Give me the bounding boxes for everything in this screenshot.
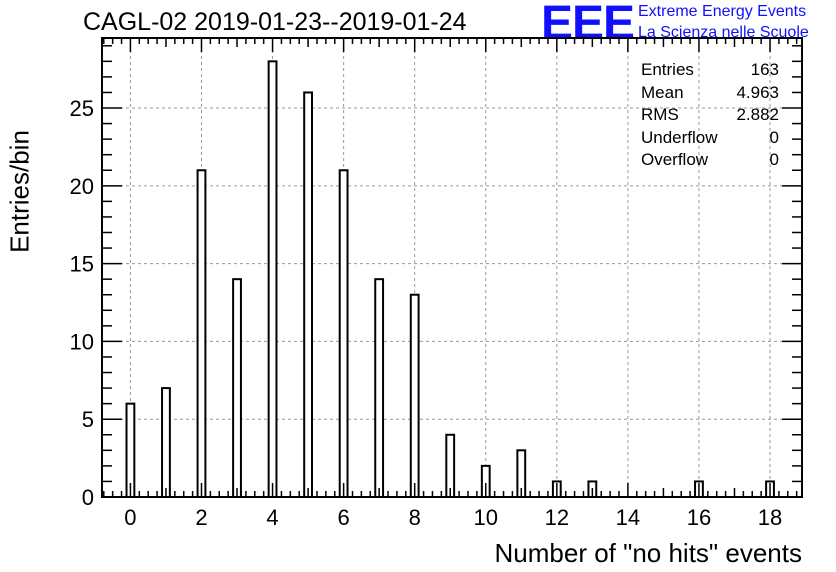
- x-tick-label: 2: [195, 505, 207, 530]
- stats-row-underflow: Underflow 0: [641, 127, 779, 150]
- x-tick-label: 6: [337, 505, 349, 530]
- x-tick-label: 8: [409, 505, 421, 530]
- stats-value: 4.963: [736, 82, 779, 102]
- x-tick-label: 4: [266, 505, 278, 530]
- histogram-bar: [338, 169, 349, 498]
- x-tick-label: 16: [687, 505, 711, 530]
- histogram-bar: [445, 433, 456, 499]
- plot-frame: [101, 37, 803, 498]
- stats-row-overflow: Overflow 0: [641, 149, 779, 172]
- histogram-bar: [409, 293, 420, 498]
- y-tick-label: 10: [70, 329, 94, 354]
- x-tick-label: 12: [545, 505, 569, 530]
- histogram-bar: [196, 169, 207, 498]
- x-tick-label: 0: [124, 505, 136, 530]
- stats-box: Entries 163 Mean 4.963 RMS 2.882 Underfl…: [641, 59, 779, 172]
- y-tick-label: 15: [70, 252, 94, 277]
- stats-row-rms: RMS 2.882: [641, 104, 779, 127]
- stats-row-entries: Entries 163: [641, 59, 779, 82]
- stats-value: 2.882: [736, 105, 779, 124]
- histogram-bar: [374, 278, 385, 498]
- stats-value: 0: [769, 127, 779, 147]
- stats-label: Overflow: [641, 150, 709, 169]
- logo-line-1: Extreme Energy Events: [638, 3, 807, 20]
- chart-title: CAGL-02 2019-01-23--2019-01-24: [83, 8, 467, 36]
- stats-value: 0: [769, 150, 779, 169]
- y-tick-label: 20: [70, 174, 94, 199]
- histogram-bar: [303, 91, 313, 498]
- stats-value: 163: [750, 60, 779, 79]
- y-tick-label: 0: [82, 485, 94, 510]
- x-tick-label: 14: [616, 505, 640, 530]
- x-tick-label: 10: [474, 505, 498, 530]
- y-tick-label: 5: [82, 407, 94, 432]
- stats-label: Mean: [641, 82, 684, 102]
- stats-row-mean: Mean 4.963: [641, 82, 779, 105]
- stats-label: Entries: [641, 60, 694, 79]
- stats-label: RMS: [641, 105, 679, 124]
- y-tick-label: 25: [70, 96, 94, 121]
- histogram-bar: [161, 387, 171, 498]
- stats-label: Underflow: [641, 127, 718, 147]
- histogram-bar: [125, 402, 136, 499]
- logo-line-2: La Scienza nelle Scuole: [638, 24, 809, 41]
- x-axis-label: Number of "no hits" events: [494, 538, 803, 568]
- x-tick-label: 18: [758, 505, 782, 530]
- histogram-bar: [232, 278, 242, 498]
- histogram-bar: [267, 60, 278, 498]
